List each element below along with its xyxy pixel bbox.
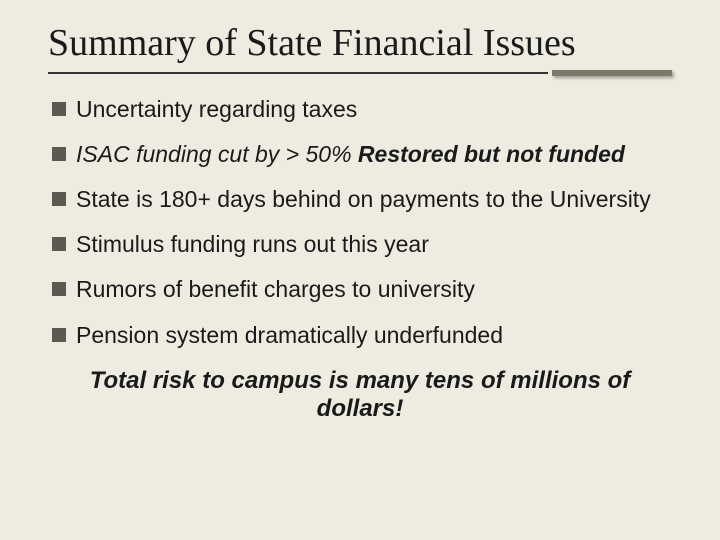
divider-line: [48, 72, 548, 74]
list-item: Stimulus funding runs out this year: [48, 231, 672, 258]
bullet-prefix: ISAC funding cut by > 50%: [76, 141, 358, 167]
divider-shadow: [552, 70, 672, 76]
bullet-text: Stimulus funding runs out this year: [76, 231, 429, 257]
closing-statement: Total risk to campus is many tens of mil…: [48, 367, 672, 425]
bullet-text: Uncertainty regarding taxes: [76, 96, 357, 122]
bullet-text: Rumors of benefit charges to university: [76, 276, 475, 302]
title-divider: [48, 70, 672, 76]
list-item: Uncertainty regarding taxes: [48, 96, 672, 123]
bullet-list: Uncertainty regarding taxes ISAC funding…: [48, 96, 672, 349]
slide: Summary of State Financial Issues Uncert…: [0, 0, 720, 540]
bullet-text: Pension system dramatically underfunded: [76, 322, 503, 348]
list-item: Rumors of benefit charges to university: [48, 276, 672, 303]
list-item: ISAC funding cut by > 50% Restored but n…: [48, 141, 672, 168]
list-item: Pension system dramatically underfunded: [48, 322, 672, 349]
slide-title: Summary of State Financial Issues: [48, 24, 672, 64]
bullet-suffix: Restored but not funded: [358, 141, 625, 167]
list-item: State is 180+ days behind on payments to…: [48, 186, 672, 213]
bullet-text: State is 180+ days behind on payments to…: [76, 186, 651, 212]
